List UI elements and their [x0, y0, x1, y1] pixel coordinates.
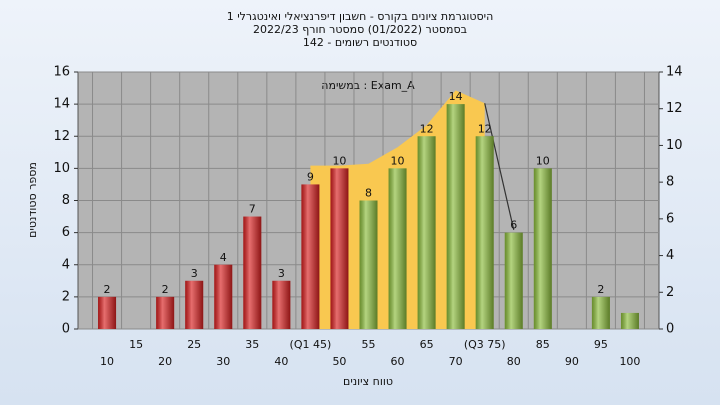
y2-tick-label: 10 — [666, 138, 683, 153]
x-tick-label: 50 — [332, 355, 346, 368]
value-label: 9 — [307, 170, 314, 183]
bar-shade — [504, 232, 523, 329]
bar-shade — [185, 280, 204, 329]
bar-shade — [330, 168, 349, 329]
value-label: 7 — [249, 203, 256, 216]
y-tick-label: 14 — [53, 97, 70, 112]
y-axis-label: מספר סטודנטים — [26, 162, 39, 238]
value-label: 2 — [104, 283, 111, 296]
bar-shade — [417, 136, 436, 329]
x-tick-label: 85 — [536, 338, 550, 351]
x-tick-label: 25 — [187, 338, 201, 351]
x-tick-label: (Q3 75) — [464, 338, 506, 351]
bar-shade — [591, 296, 610, 329]
x-tick-label: 55 — [362, 338, 376, 351]
bar-shade — [388, 168, 407, 329]
value-label: 8 — [365, 187, 372, 200]
chart-title: היסטוגרמת ציונים בקורס - חשבון דיפרנציאל… — [227, 10, 494, 23]
y-tick-label: 6 — [62, 225, 70, 240]
value-label: 4 — [220, 251, 227, 264]
x-tick-label: 90 — [565, 355, 579, 368]
y-tick-label: 8 — [62, 193, 70, 208]
value-label: 2 — [597, 283, 604, 296]
bar-shade — [98, 296, 117, 329]
value-label: 12 — [478, 122, 492, 135]
x-tick-label: 15 — [129, 338, 143, 351]
y-tick-label: 12 — [53, 129, 70, 144]
x-tick-label: (Q1 45) — [290, 338, 332, 351]
value-label: 3 — [278, 267, 285, 280]
value-label: 12 — [420, 122, 434, 135]
x-tick-label: 20 — [158, 355, 172, 368]
y2-tick-label: 6 — [666, 211, 674, 226]
y-tick-label: 4 — [62, 257, 70, 272]
x-tick-label: 35 — [245, 338, 259, 351]
y-tick-label: 16 — [53, 65, 70, 80]
annotation: במשימה : Exam_A — [321, 79, 415, 92]
y2-tick-label: 8 — [666, 175, 674, 190]
value-label: 14 — [449, 90, 463, 103]
chart-subtitle: סטודנטים רשומים - 142 — [303, 36, 417, 49]
x-tick-label: 30 — [216, 355, 230, 368]
y2-tick-label: 4 — [666, 248, 674, 263]
x-tick-label: 65 — [420, 338, 434, 351]
bar-shade — [272, 280, 291, 329]
y2-tick-label: 12 — [666, 101, 683, 116]
bar-shade — [446, 104, 465, 329]
x-tick-label: 10 — [100, 355, 114, 368]
y-tick-label: 2 — [62, 289, 70, 304]
line — [484, 103, 515, 231]
x-tick-label: 40 — [274, 355, 288, 368]
x-tick-label: 60 — [391, 355, 405, 368]
bar-shade — [214, 264, 233, 329]
y2-tick-label: 0 — [666, 322, 674, 337]
y-tick-label: 10 — [53, 161, 70, 176]
bar-shade — [475, 136, 494, 329]
chart-subtitle: בסמסטר (01/2022) סמסטר חורף 2022/23 — [253, 23, 467, 36]
x-tick-label: 70 — [449, 355, 463, 368]
value-label: 2 — [162, 283, 169, 296]
bar-shade — [243, 216, 262, 329]
y2-tick-label: 2 — [666, 285, 674, 300]
bar-shade — [533, 168, 552, 329]
bar-shade — [359, 200, 378, 329]
value-label: 10 — [391, 154, 405, 167]
x-tick-label: 95 — [594, 338, 608, 351]
x-tick-label: 80 — [507, 355, 521, 368]
x-axis-label: טווח ציונים — [343, 375, 393, 388]
value-label: 10 — [536, 154, 550, 167]
value-label: 6 — [510, 219, 517, 232]
y2-tick-label: 14 — [666, 65, 683, 80]
x-tick-label: 100 — [619, 355, 640, 368]
y-tick-label: 0 — [62, 322, 70, 337]
value-label: 3 — [191, 267, 198, 280]
bar-shade — [620, 312, 639, 329]
value-label: 10 — [332, 154, 346, 167]
bar-shade — [156, 296, 175, 329]
bar-shade — [301, 184, 320, 329]
